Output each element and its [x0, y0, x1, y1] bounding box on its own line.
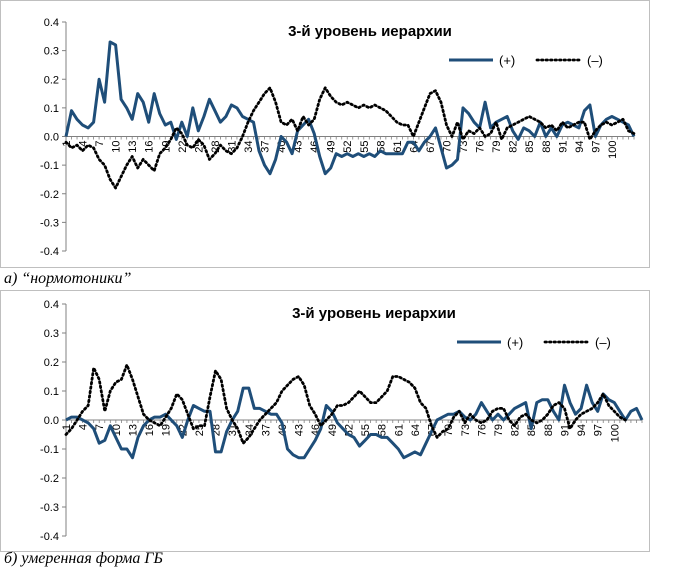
x-tick-label: 91 [557, 141, 569, 153]
x-tick-label: 100 [607, 141, 619, 159]
y-tick-label: 0.2 [44, 357, 59, 369]
x-tick-label: 58 [377, 424, 389, 436]
y-tick-label: -0.1 [40, 444, 59, 456]
series-line-plus [65, 383, 644, 460]
chart-normotonics: 0.40.30.20.10.0-0.1-0.2-0.3-0.41 4 7 10 13 16… [0, 0, 650, 268]
x-tick-label: 85 [526, 424, 538, 436]
y-tick-label: -0.3 [40, 502, 59, 514]
y-tick-label: 0.2 [44, 74, 59, 86]
x-tick-label: 7 [94, 424, 106, 430]
x-tick-label: 82 [508, 141, 520, 153]
x-tick-label: 88 [543, 424, 555, 436]
x-tick-label: 22 [177, 141, 189, 153]
x-tick-label: 37 [260, 424, 272, 436]
x-tick-label: 76 [476, 424, 488, 436]
x-tick-label: 34 [243, 141, 255, 153]
y-tick-label: -0.4 [40, 531, 59, 543]
chart-title: 3-й уровень иерархии [288, 23, 452, 40]
x-tick-label: 94 [574, 141, 586, 153]
x-tick-label: 13 [127, 424, 139, 436]
x-tick-label: 55 [360, 424, 372, 436]
x-tick-label: 70 [443, 424, 455, 436]
series-line-minus [64, 86, 636, 190]
y-tick-label: 0.3 [44, 328, 59, 340]
x-tick-label: 82 [510, 424, 522, 436]
y-tick-label: 0.3 [44, 46, 59, 58]
legend-label-minus: (–) [587, 53, 603, 68]
legend-label-minus: (–) [595, 335, 611, 350]
legend-label-plus: (+) [507, 335, 523, 350]
x-tick-label: 73 [458, 141, 470, 153]
caption-normotonics: а) “нормотоники” [4, 270, 132, 287]
x-tick-label: 94 [576, 424, 588, 436]
y-tick-label: -0.2 [40, 189, 59, 201]
x-tick-label: 49 [327, 424, 339, 436]
caption-moderate-hypertension: б) умеренная форма ГБ [4, 550, 163, 567]
y-tick-label: -0.4 [40, 246, 59, 258]
x-tick-label: 61 [392, 141, 404, 153]
chart-moderate-hypertension: 0.40.30.20.10.0-0.1-0.2-0.3-0.41 4 7 10 13 16… [0, 290, 650, 552]
y-tick-label: -0.3 [40, 217, 59, 229]
chart-panel-normotonics: 0.4 0.3 0.2 0.1 0.0 -0.1 -0.2 -0.3 -0.4 1 4 7 10 13 16… [0, 0, 650, 268]
y-tick-label: 0.0 [44, 415, 59, 427]
y-tick-label: 0.4 [44, 299, 59, 311]
x-tick-label: 73 [460, 424, 472, 436]
y-tick-label: 0.1 [44, 386, 59, 398]
x-tick-label: 16 [144, 141, 156, 153]
x-tick-label: 100 [609, 424, 621, 442]
y-tick-label: -0.2 [40, 473, 59, 485]
y-tick-label: 0.4 [44, 17, 59, 29]
x-tick-label: 37 [260, 141, 272, 153]
x-tick-label: 58 [375, 141, 387, 153]
x-tick-label: 55 [359, 141, 371, 153]
x-tick-label: 19 [161, 424, 173, 436]
x-tick-label: 79 [493, 424, 505, 436]
chart-frame [0, 0, 650, 268]
x-tick-label: 13 [127, 141, 139, 153]
x-tick-label: 97 [593, 424, 605, 436]
series-line-minus [64, 363, 627, 445]
x-tick-label: 52 [342, 141, 354, 153]
x-tick-label: 85 [524, 141, 536, 153]
y-tick-label: 0.1 [44, 103, 59, 115]
x-tick-label: 79 [491, 141, 503, 153]
y-tick-label: 0.0 [44, 132, 59, 144]
x-tick-label: 4 [78, 141, 90, 147]
x-tick-label: 1 [61, 424, 73, 430]
x-tick-label: 70 [442, 141, 454, 153]
chart-panel-moderate-hypertension: 0.4 0.3 0.2 0.1 0.0 -0.1 -0.2 -0.3 -0.4 1 4 7 10 13 16… [0, 290, 650, 552]
x-tick-label: 43 [294, 424, 306, 436]
x-tick-label: 64 [410, 424, 422, 436]
x-tick-label: 97 [590, 141, 602, 153]
x-tick-label: 49 [326, 141, 338, 153]
x-tick-label: 61 [393, 424, 405, 436]
x-tick-label: 16 [144, 424, 156, 436]
x-tick-label: 10 [111, 141, 123, 153]
x-tick-label: 76 [475, 141, 487, 153]
chart-title: 3-й уровень иерархии [292, 305, 456, 322]
x-tick-label: 67 [425, 141, 437, 153]
series-line-plus [64, 40, 636, 176]
x-tick-label: 7 [94, 141, 106, 147]
x-tick-label: 4 [78, 424, 90, 430]
x-tick-label: 88 [541, 141, 553, 153]
legend-label-plus: (+) [499, 53, 515, 68]
y-tick-label: -0.1 [40, 160, 59, 172]
